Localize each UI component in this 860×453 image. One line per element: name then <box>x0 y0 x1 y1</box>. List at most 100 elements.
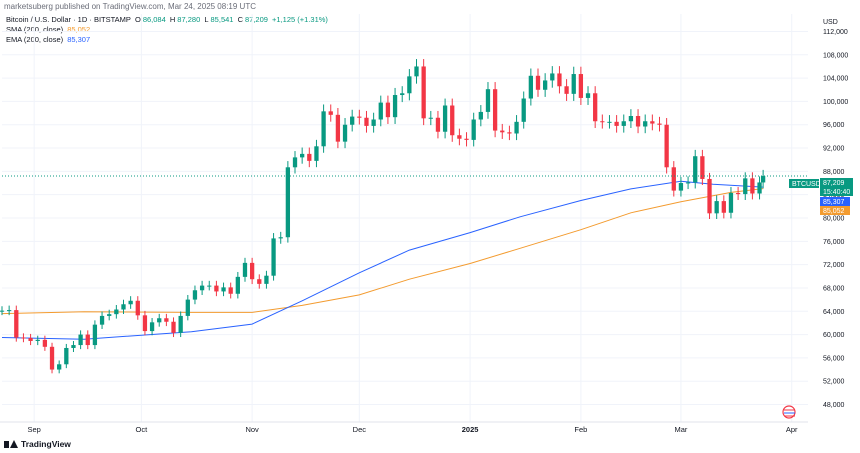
candle-body <box>307 153 312 161</box>
candle <box>257 274 262 289</box>
open-value: 86,084 <box>142 15 166 24</box>
candle <box>643 114 648 134</box>
candle <box>514 115 519 141</box>
candle <box>371 112 376 133</box>
candle-body <box>371 119 376 126</box>
candle-body <box>49 346 55 370</box>
candle-body <box>664 124 669 168</box>
candle-body <box>628 116 634 122</box>
x-tick-label: Nov <box>245 425 259 434</box>
y-tick-label: 88,000 <box>823 169 845 176</box>
candle <box>607 115 612 129</box>
candle <box>593 86 598 129</box>
candle-body <box>478 111 483 120</box>
publish-text: marketsuberg published on TradingView.co… <box>4 2 256 11</box>
candle <box>214 280 219 297</box>
ema-tag <box>820 197 850 206</box>
candle <box>335 108 341 149</box>
candle-body <box>435 117 441 132</box>
candle <box>135 296 140 320</box>
price-axis-bg <box>808 14 860 434</box>
candle-body <box>707 178 712 214</box>
candle-body <box>464 138 469 140</box>
candle <box>364 110 369 133</box>
x-tick-label: Oct <box>136 425 149 434</box>
candle-body <box>585 93 591 98</box>
candle <box>357 109 362 125</box>
y-tick-label: 92,000 <box>823 146 845 153</box>
y-tick-label: 100,000 <box>823 99 848 106</box>
ema-value: 85,307 <box>67 35 91 44</box>
candle <box>0 306 5 316</box>
candle-body <box>300 153 305 158</box>
candle <box>421 59 426 126</box>
sma-line <box>1 188 764 315</box>
candle-body <box>385 102 391 118</box>
candle <box>292 151 298 174</box>
candle-body <box>743 178 748 195</box>
candle-body <box>593 93 598 122</box>
candle-body <box>71 345 76 348</box>
x-tick-label: Sep <box>27 425 40 434</box>
candle <box>92 320 98 350</box>
candle <box>442 98 448 139</box>
candle <box>471 112 476 147</box>
symbol-name: Bitcoin / U.S. Dollar · 1D · BITSTAMP <box>6 15 131 24</box>
candle <box>378 95 383 127</box>
price-tag <box>820 178 853 196</box>
high-label: H <box>169 15 176 24</box>
candle-body <box>571 74 576 94</box>
candle-body <box>199 285 205 291</box>
candle <box>678 177 684 197</box>
candle-body <box>35 339 40 341</box>
candle <box>157 313 162 327</box>
grid-lines <box>2 14 808 422</box>
candle <box>278 231 283 244</box>
sma-value: 85,052 <box>67 25 91 34</box>
candle <box>128 296 133 309</box>
candle-body <box>64 347 69 365</box>
candle <box>35 335 40 346</box>
y-tick-label: 52,000 <box>823 379 845 386</box>
candle <box>300 147 305 164</box>
candle-body <box>342 124 348 142</box>
candle-body <box>750 178 755 194</box>
price-axis[interactable]: USD 48,000 52,000 56,000 60,000 64,000 68,000… <box>808 14 860 434</box>
flag-icon[interactable] <box>782 405 796 419</box>
candle-body <box>378 102 383 120</box>
candle <box>721 195 726 219</box>
candle-body <box>521 98 526 122</box>
candle-body <box>142 315 148 332</box>
candle-body <box>500 130 505 133</box>
candle <box>342 118 348 149</box>
candle-body <box>164 318 169 322</box>
candle-body <box>392 95 398 118</box>
candle <box>614 115 619 133</box>
symbol-tag-text: BTCUSD <box>792 181 821 188</box>
y-tick-label: 96,000 <box>823 122 845 129</box>
high-value: 87,280 <box>177 15 201 24</box>
candle <box>199 280 205 296</box>
close-label: C <box>237 15 243 24</box>
candle <box>235 271 240 299</box>
candle <box>571 66 576 101</box>
candle-body <box>714 201 719 214</box>
candle <box>321 104 326 153</box>
candle <box>685 176 691 190</box>
candle <box>457 128 462 146</box>
time-axis[interactable]: Sep Oct Nov Dec 2025 Feb Mar Apr <box>0 421 808 434</box>
candle <box>760 169 766 189</box>
tradingview-footer[interactable]: TradingView <box>4 439 71 449</box>
candle <box>107 309 112 321</box>
candle <box>78 330 83 350</box>
candle <box>264 270 269 289</box>
candle-body <box>0 310 5 312</box>
candle <box>428 110 433 126</box>
candle <box>400 86 405 103</box>
y-tick-label: 108,000 <box>823 52 848 59</box>
candle-body <box>57 364 62 370</box>
candle <box>28 333 33 346</box>
low-label: L <box>204 15 209 24</box>
candle <box>207 280 212 291</box>
